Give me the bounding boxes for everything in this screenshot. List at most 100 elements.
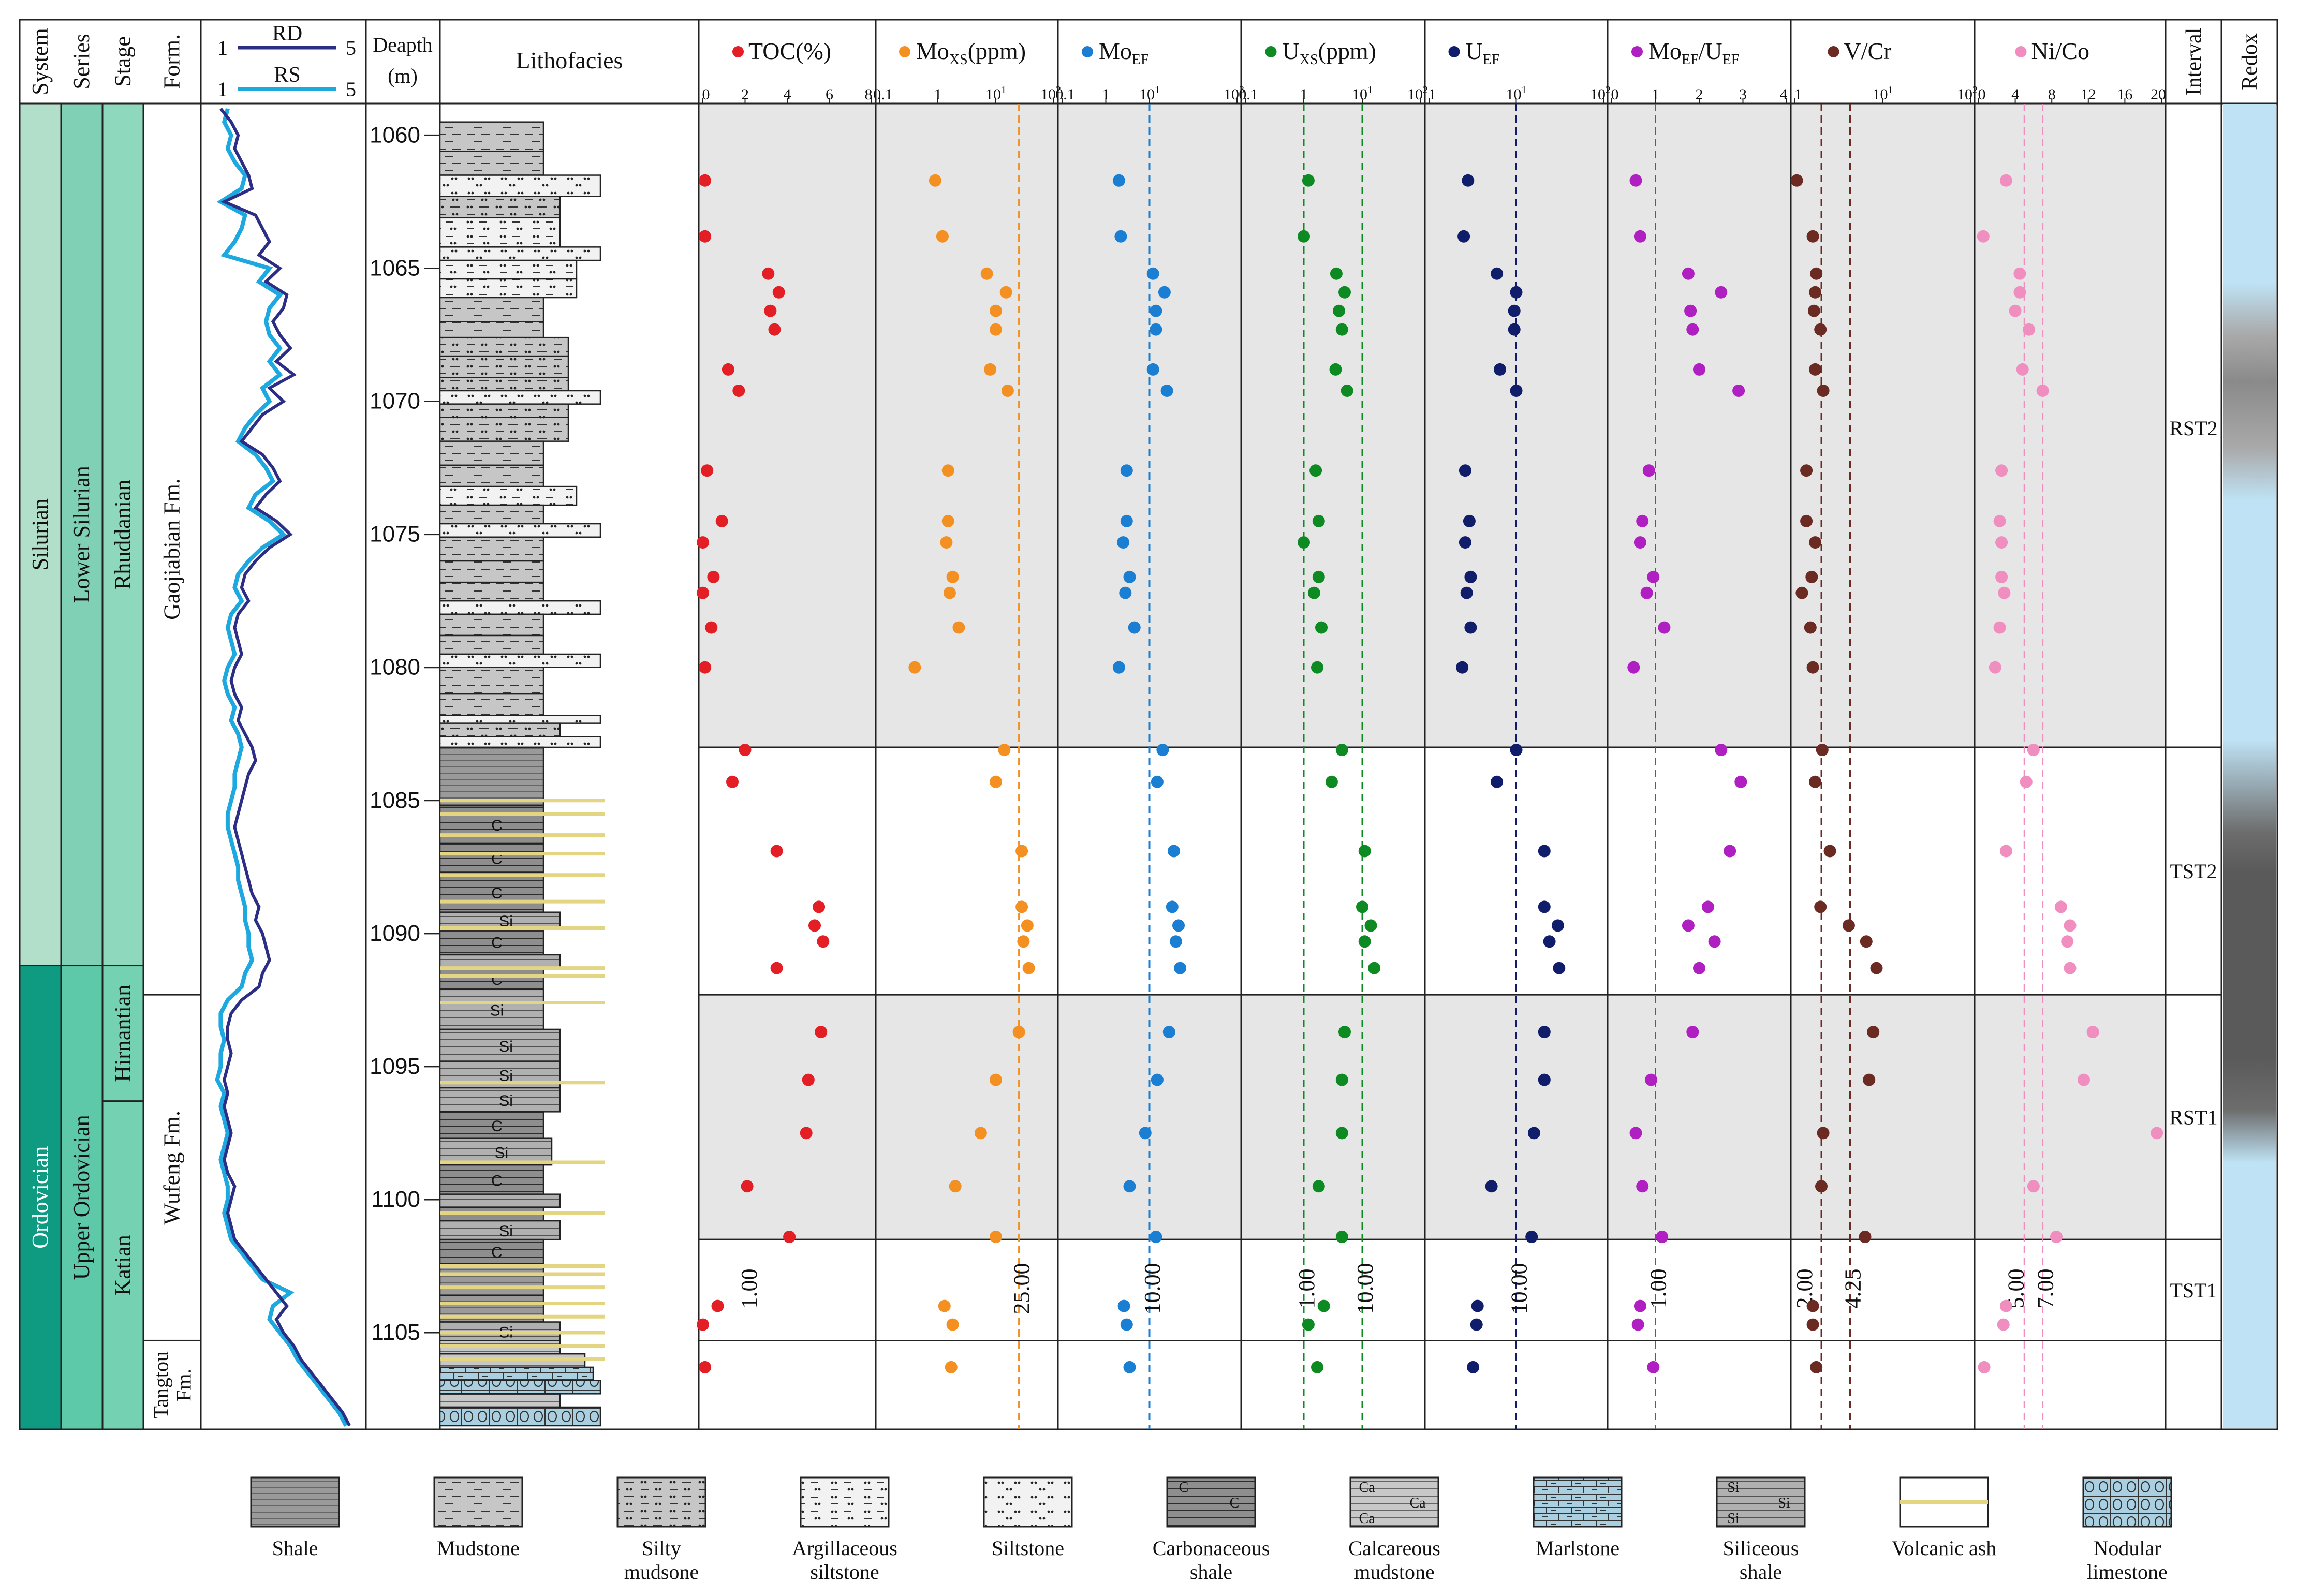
moxs-point <box>952 621 965 634</box>
uxs-point <box>1312 570 1325 583</box>
series-cell <box>60 965 104 1430</box>
ni_co-legend-marker <box>2015 46 2027 57</box>
ni_co-point <box>2064 919 2077 932</box>
v_cr-point <box>1800 514 1813 527</box>
lithology-bed <box>439 336 569 357</box>
moef-point <box>1168 845 1180 858</box>
uef-point <box>1485 1180 1498 1193</box>
uef-point <box>1508 323 1521 336</box>
uef-point <box>1471 1299 1484 1312</box>
v_cr-point <box>1809 286 1822 299</box>
legend-label: Volcanic ash <box>1892 1536 1997 1560</box>
rd-log-curve <box>219 108 351 1427</box>
moef_uef-point <box>1686 323 1699 336</box>
uxs-point <box>1311 1361 1323 1373</box>
stage-label: Katian <box>110 1235 136 1295</box>
toc-legend-marker <box>732 46 744 57</box>
uef-point <box>1508 304 1521 317</box>
moef_uef-point <box>1656 1231 1669 1243</box>
lithology-bed <box>439 842 544 873</box>
uxs-point <box>1329 363 1342 376</box>
ni_co-point <box>2027 744 2040 757</box>
legend-label: mudstone <box>1354 1560 1435 1584</box>
lithology-bed <box>439 174 601 197</box>
axis-tick-label: 1 <box>1102 86 1110 103</box>
v_cr-point <box>1800 464 1813 477</box>
ni_co-point <box>1978 1361 1991 1373</box>
moef-point <box>1120 1318 1133 1331</box>
lithology-symbol: C <box>491 1172 503 1189</box>
rs-legend-label: RS <box>274 63 300 87</box>
moxs-point <box>998 744 1011 757</box>
interval-label: RST2 <box>2169 417 2217 440</box>
moxs-point <box>990 1231 1002 1243</box>
lithology-bed <box>439 151 544 176</box>
moxs-point <box>929 174 941 187</box>
moef_uef-point <box>1633 1299 1646 1312</box>
axis-tick-label: 3 <box>1739 86 1747 103</box>
moef-point <box>1160 385 1173 397</box>
legend-swatch <box>616 1476 706 1528</box>
axis-tick-label: 1 <box>1429 86 1436 103</box>
moef-point <box>1146 363 1159 376</box>
toc-point <box>770 845 783 858</box>
uef-point <box>1510 286 1523 299</box>
v_cr-point <box>1860 935 1873 948</box>
uxs-point <box>1335 1073 1348 1086</box>
toc-point <box>701 464 714 477</box>
moef-point <box>1174 962 1187 974</box>
interval-shading <box>699 109 2166 747</box>
uef-point <box>1457 230 1470 243</box>
ni_co-point <box>1995 536 2008 549</box>
toc-point <box>764 304 777 317</box>
uef-point <box>1527 1127 1540 1140</box>
moef-point <box>1128 621 1141 634</box>
ni_co-point <box>2027 1180 2040 1193</box>
moef-point <box>1146 267 1159 280</box>
moef_uef-point <box>1631 1318 1644 1331</box>
moef_uef-point <box>1724 845 1736 858</box>
ni_co-point <box>2064 962 2077 974</box>
toc-point <box>808 919 821 932</box>
toc-header-label: TOC(%) <box>748 38 831 64</box>
toc-point <box>815 1026 828 1039</box>
uxs-point <box>1312 514 1325 527</box>
axis-tick-label: 102 <box>1590 84 1611 103</box>
moef-point <box>1123 1180 1136 1193</box>
lithology-bed <box>439 714 601 724</box>
ni_co-point <box>1995 464 2008 477</box>
lithology-symbol: Si <box>499 1223 513 1240</box>
legend-label: Siltstone <box>992 1536 1064 1560</box>
uxs-point <box>1335 1127 1348 1140</box>
log-range-max: 5 <box>346 78 356 101</box>
ni_co-point <box>1997 1318 2010 1331</box>
uxs-point <box>1317 1299 1330 1312</box>
lithology-bed <box>439 1028 561 1062</box>
lithology-symbol: Si <box>494 1144 508 1161</box>
axis-tick-label: 20 <box>2151 86 2166 103</box>
lithology-bed <box>439 1193 561 1208</box>
moxs-point <box>945 1361 958 1373</box>
moef-point <box>1150 1231 1162 1243</box>
threshold-label: 1.00 <box>1646 1269 1671 1309</box>
column-frame <box>2220 19 2278 1430</box>
moxs-point <box>941 514 954 527</box>
v_cr-point <box>1809 363 1822 376</box>
ni_co-point <box>2061 935 2074 948</box>
toc-point <box>707 570 720 583</box>
rd-legend-label: RD <box>272 22 302 46</box>
moef-point <box>1120 514 1133 527</box>
moxs-point <box>1001 385 1014 397</box>
ni_co-point <box>1989 661 2001 674</box>
lithology-bed <box>439 1406 601 1427</box>
v_cr-point <box>1816 744 1829 757</box>
moxs-point <box>938 1299 951 1312</box>
v_cr-point <box>1867 1026 1880 1039</box>
uef-point <box>1538 1073 1551 1086</box>
moxs-point <box>980 267 993 280</box>
uxs-point <box>1311 661 1323 674</box>
uef-point <box>1538 900 1551 913</box>
uxs-point <box>1325 775 1338 788</box>
column-frame <box>365 19 441 1430</box>
column-header: Interval <box>2182 28 2206 96</box>
